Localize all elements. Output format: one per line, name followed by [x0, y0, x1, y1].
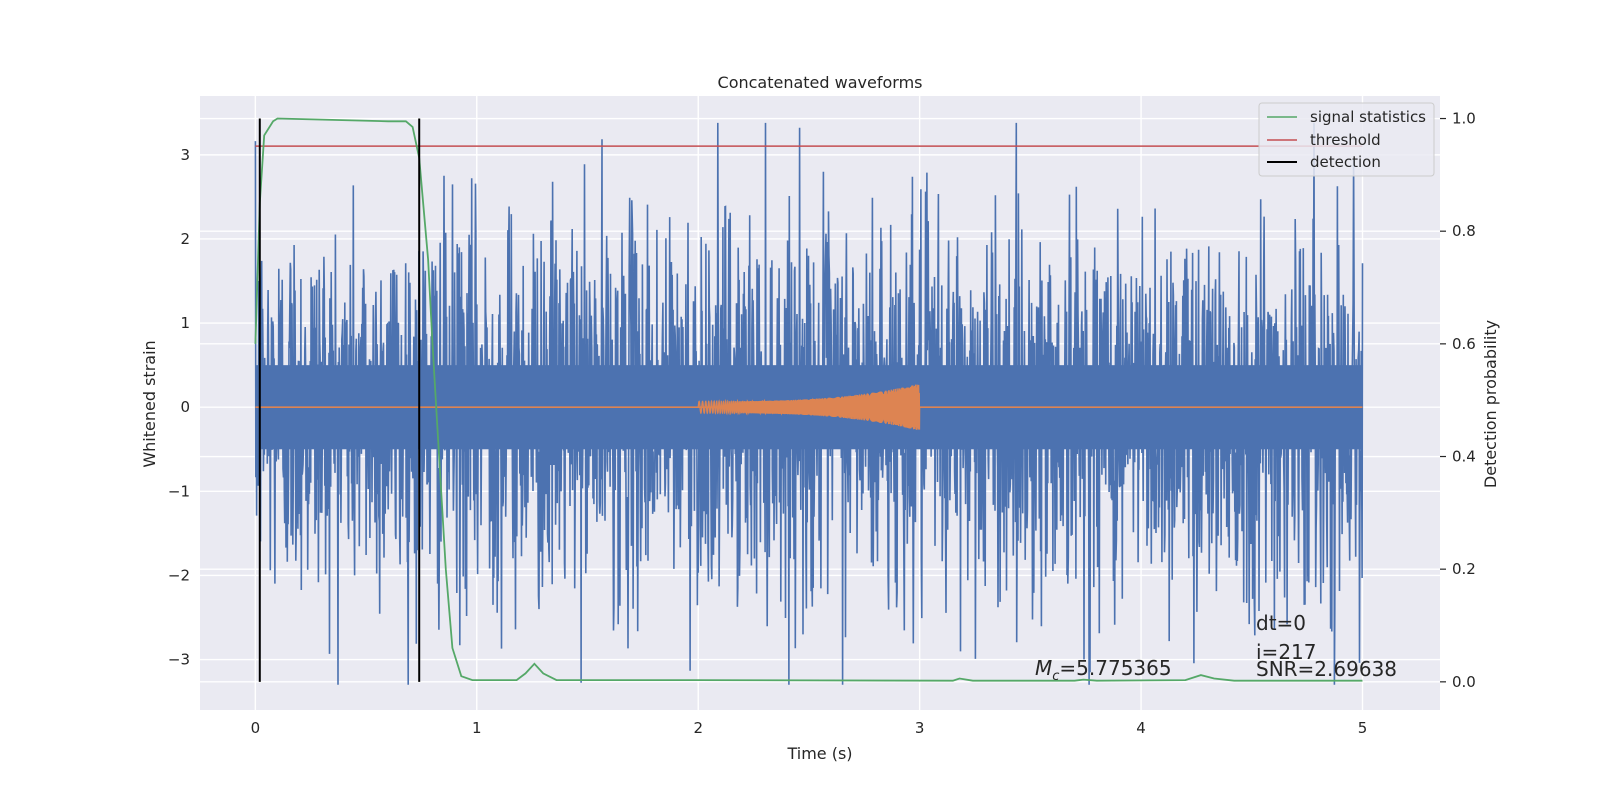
legend: signal statistics threshold detection [1258, 102, 1435, 177]
y-right-tick-label: 0.2 [1452, 560, 1476, 578]
chirp-mass-symbol: M [1035, 656, 1052, 680]
injected-waveform-series [255, 384, 1363, 430]
y-right-tick-label: 0.0 [1452, 673, 1476, 691]
x-tick-label: 0 [251, 719, 261, 737]
chart-title: Concatenated waveforms [718, 73, 923, 92]
x-axis-label: Time (s) [786, 744, 852, 763]
signal-statistics-series [254, 117, 1363, 682]
y-left-tick-label: 2 [180, 230, 190, 248]
x-tick-label: 5 [1358, 719, 1368, 737]
y-left-tick-label: 0 [180, 398, 190, 416]
y-left-tick-label: −1 [168, 482, 190, 500]
chirp-mass-subscript: c [1052, 669, 1059, 684]
legend-box [1258, 102, 1435, 177]
y-right-tick-label: 0.8 [1452, 222, 1476, 240]
annotation-index: i=217 [1256, 640, 1317, 664]
annotation-snr: SNR=2.69638 [1256, 657, 1397, 681]
x-tick-label: 4 [1136, 719, 1146, 737]
y-left-tick-label: 1 [180, 314, 190, 332]
y-axis-label-left: Whitened strain [140, 340, 159, 467]
y-right-tick-label: 1.0 [1452, 110, 1476, 128]
legend-label-threshold: threshold [1310, 131, 1381, 149]
legend-label-signal-statistics: signal statistics [1310, 108, 1426, 126]
y-left-tick-label: −2 [168, 566, 190, 584]
chirp-line [697, 384, 921, 430]
legend-label-detection: detection [1310, 153, 1381, 171]
x-tick-label: 3 [915, 719, 925, 737]
y-right-tick-label: 0.4 [1452, 448, 1476, 466]
annotation-chirp-mass: Mc=5.775365 [1035, 656, 1172, 684]
x-tick-label: 2 [693, 719, 703, 737]
signal-statistics-line [254, 117, 1363, 682]
detection-series [258, 118, 421, 682]
y-left-tick-label: 3 [180, 146, 190, 164]
y-left-tick-label: −3 [168, 651, 190, 669]
chirp-mass-value: =5.775365 [1059, 656, 1171, 680]
x-tick-label: 1 [472, 719, 482, 737]
tick-labels: 0 1 2 3 4 5 −3 −2 −1 0 1 2 3 0.0 0.2 0.4 0.6 0.8 1.0 [168, 110, 1476, 737]
annotation-dt: dt=0 [1256, 611, 1306, 635]
y-axis-label-right: Detection probability [1481, 320, 1500, 488]
y-right-tick-label: 0.6 [1452, 335, 1476, 353]
